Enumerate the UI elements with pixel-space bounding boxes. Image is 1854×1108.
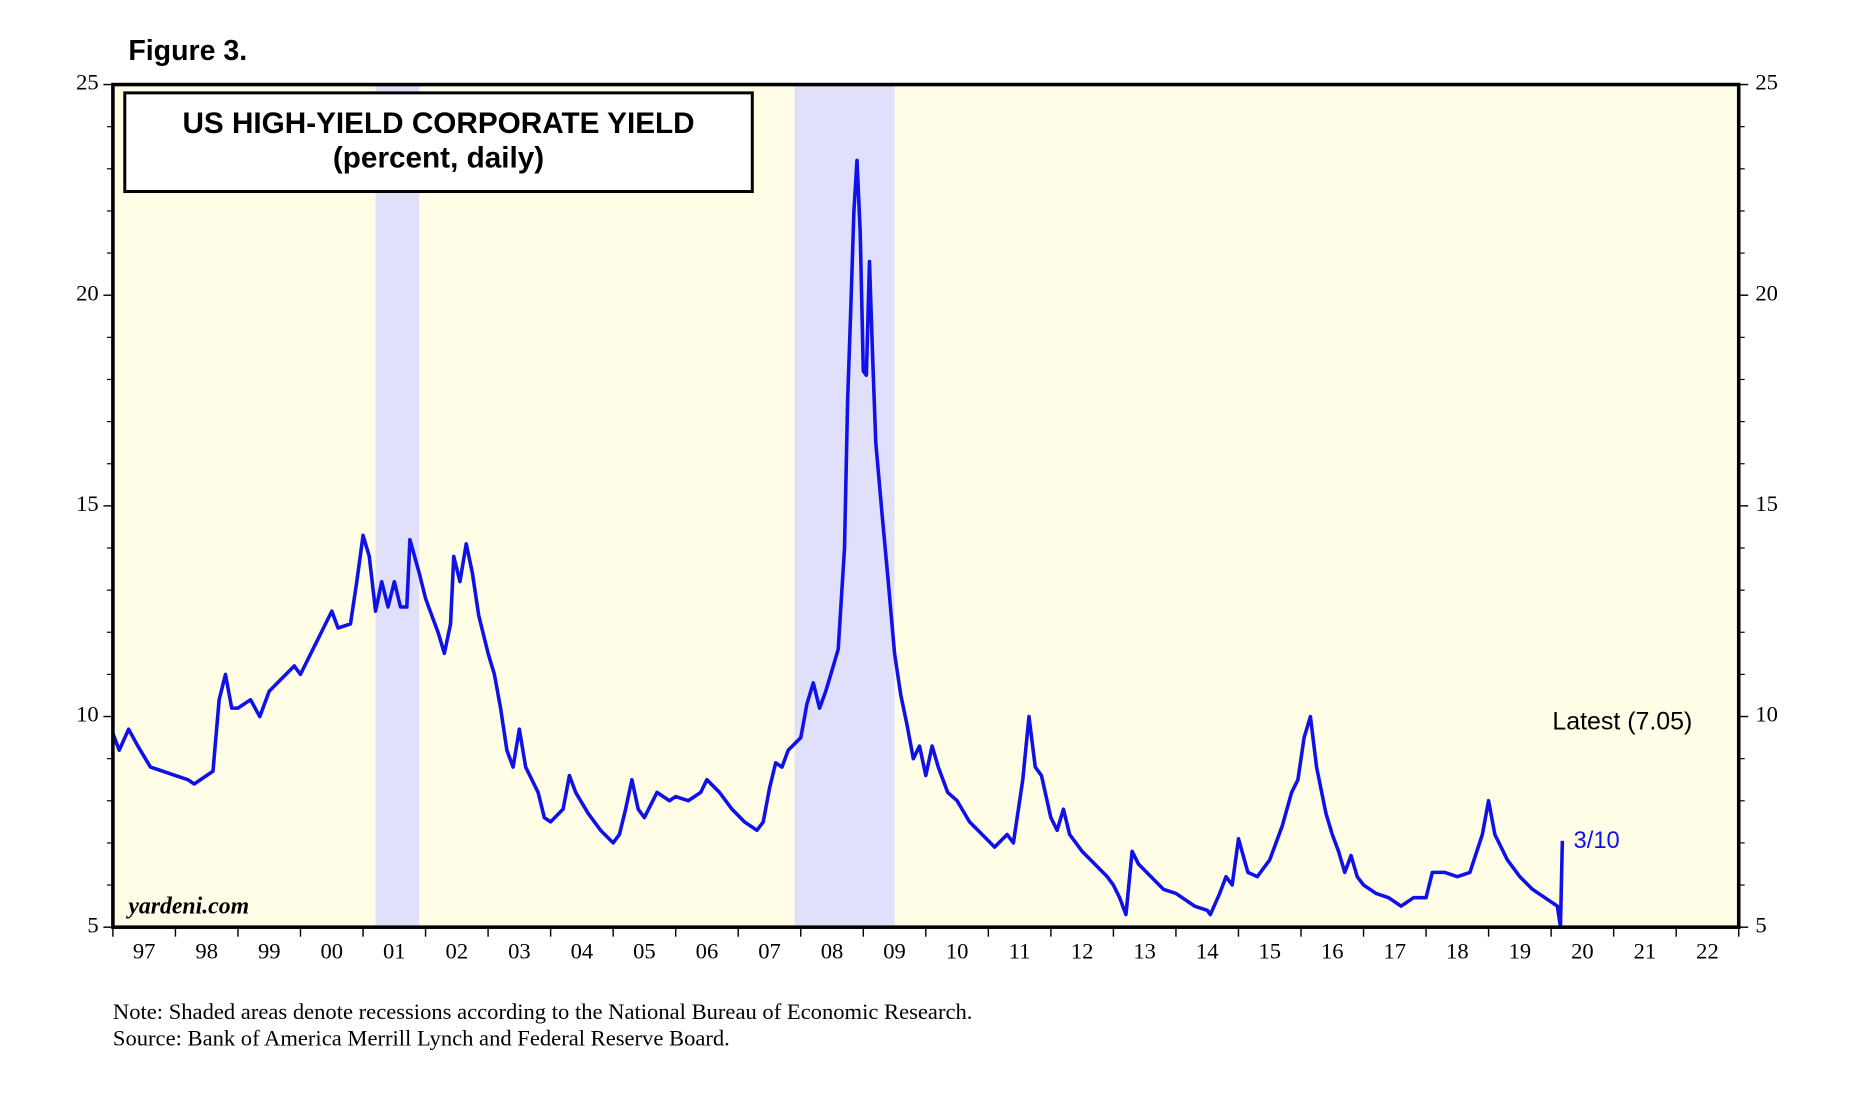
x-tick-label: 07: [758, 939, 781, 964]
y-tick-label: 15: [76, 491, 99, 516]
x-tick-label: 05: [633, 939, 656, 964]
latest-annotation: Latest (7.05): [1552, 707, 1692, 735]
y2-tick-label: 15: [1755, 491, 1778, 516]
x-tick-label: 22: [1696, 939, 1719, 964]
x-tick-label: 09: [883, 939, 906, 964]
chart-subtitle: (percent, daily): [333, 141, 544, 174]
source: Source: Bank of America Merrill Lynch an…: [113, 1025, 730, 1050]
plot-background: [112, 84, 1739, 928]
x-tick-label: 21: [1634, 939, 1657, 964]
series-line: [111, 158, 1565, 929]
y2-tick-label: 20: [1755, 280, 1778, 305]
x-tick-label: 18: [1446, 939, 1469, 964]
x-tick-label: 12: [1071, 939, 1094, 964]
y-tick-label: 5: [87, 912, 98, 937]
x-tick-label: 10: [946, 939, 969, 964]
title-box: [123, 91, 754, 194]
x-tick-label: 11: [1009, 939, 1031, 964]
x-tick-label: 16: [1321, 939, 1344, 964]
date-annotation: 3/10: [1574, 827, 1620, 854]
x-tick-label: 19: [1509, 939, 1532, 964]
x-tick-label: 01: [383, 939, 406, 964]
x-tick-label: 20: [1571, 939, 1594, 964]
y-tick-label: 10: [76, 702, 99, 727]
x-tick-label: 97: [133, 939, 156, 964]
x-tick-label: 99: [258, 939, 281, 964]
y-tick-label: 25: [76, 70, 99, 95]
y-tick-label: 20: [76, 280, 99, 305]
chart-title: US HIGH-YIELD CORPORATE YIELD: [182, 107, 694, 140]
y2-tick-label: 25: [1755, 70, 1778, 95]
x-tick-label: 02: [446, 939, 469, 964]
x-tick-label: 17: [1384, 939, 1407, 964]
plot-frame: [111, 82, 1741, 929]
recession-band: [375, 84, 420, 928]
x-tick-label: 08: [821, 939, 844, 964]
y2-tick-label: 5: [1755, 912, 1766, 937]
watermark: yardeni.com: [125, 894, 249, 920]
x-tick-label: 03: [508, 939, 531, 964]
x-tick-label: 06: [696, 939, 719, 964]
x-tick-label: 98: [195, 939, 218, 964]
y2-tick-label: 10: [1755, 702, 1778, 727]
x-tick-label: 04: [571, 939, 594, 964]
x-tick-label: 15: [1258, 939, 1281, 964]
figure-label: Figure 3.: [128, 35, 247, 67]
x-tick-label: 00: [320, 939, 343, 964]
note: Note: Shaded areas denote recessions acc…: [113, 999, 973, 1024]
x-tick-label: 13: [1133, 939, 1156, 964]
x-tick-label: 14: [1196, 939, 1219, 964]
